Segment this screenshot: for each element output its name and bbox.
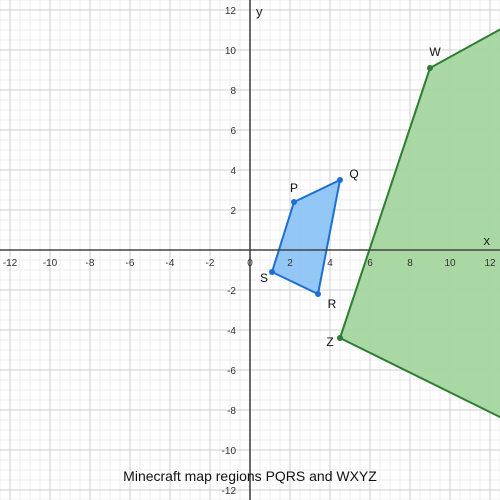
y-tick-label: -12	[222, 486, 237, 497]
vertex-label-s: S	[260, 271, 268, 285]
x-tick-label: -8	[86, 258, 95, 269]
y-tick-label: -10	[222, 446, 237, 457]
vertex-s	[269, 269, 275, 275]
x-tick-label: -12	[3, 258, 18, 269]
x-tick-label: 10	[444, 258, 456, 269]
y-tick-label: 6	[230, 126, 236, 137]
x-tick-label: 4	[327, 258, 333, 269]
vertices: P Q R S W Z	[260, 45, 441, 349]
vertex-r	[315, 291, 321, 297]
y-tick-label: -6	[227, 366, 236, 377]
x-tick-label: 8	[407, 258, 413, 269]
region-wxyz	[338, 28, 500, 419]
vertex-label-q: Q	[349, 167, 358, 181]
vertex-label-r: R	[328, 297, 337, 311]
vertex-q	[337, 177, 343, 183]
vertex-z	[337, 335, 343, 341]
vertex-label-z: Z	[326, 335, 333, 349]
y-tick-label: 12	[225, 6, 237, 17]
x-tick-label: 2	[287, 258, 293, 269]
y-tick-label: -4	[227, 326, 236, 337]
chart-title: Minecraft map regions PQRS and WXYZ	[123, 468, 377, 484]
x-tick-label: -2	[206, 258, 215, 269]
x-tick-label: 6	[367, 258, 373, 269]
y-axis-label: y	[256, 4, 263, 19]
tick-labels: -12 -10 -8 -6 -4 -2 0 2 4 6 8 10 12 -12 -10 -8 -6 -4 -2 2 4 6…	[3, 6, 496, 497]
x-tick-label: -4	[166, 258, 175, 269]
x-tick-label: -6	[126, 258, 135, 269]
x-axis-label: x	[484, 233, 491, 248]
vertex-label-w: W	[429, 45, 441, 59]
x-tick-label: 0	[247, 258, 253, 269]
y-tick-label: -2	[227, 286, 236, 297]
x-tick-label: -10	[43, 258, 58, 269]
y-tick-label: -8	[227, 406, 236, 417]
y-tick-label: 2	[230, 206, 236, 217]
y-tick-label: 8	[230, 86, 236, 97]
regions	[270, 28, 500, 419]
vertex-w	[427, 65, 433, 71]
vertex-label-p: P	[290, 181, 298, 195]
vertex-p	[291, 199, 297, 205]
x-tick-label: 12	[484, 258, 496, 269]
y-tick-label: 4	[230, 166, 236, 177]
y-tick-label: 10	[225, 46, 237, 57]
